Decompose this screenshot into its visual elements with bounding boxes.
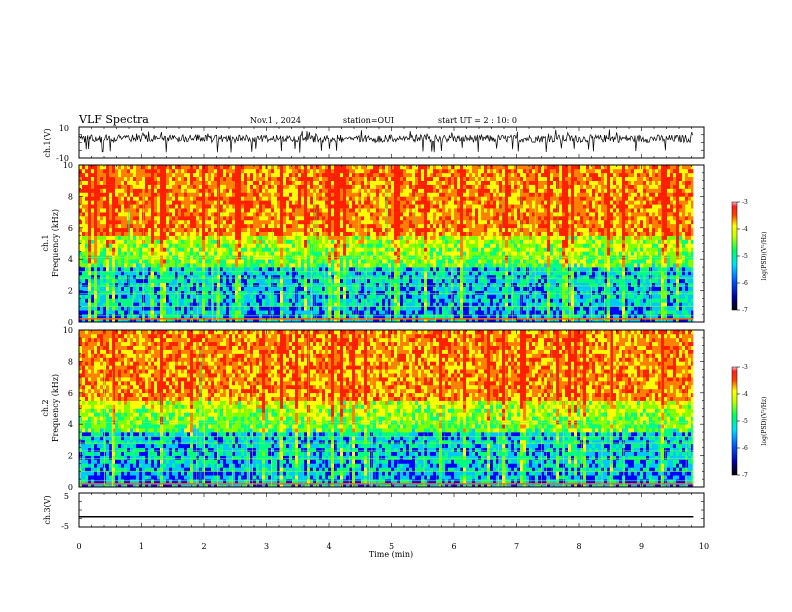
- ch3-waveform-ytick-top: 5: [64, 492, 69, 501]
- x-tick-label: 6: [451, 542, 456, 551]
- ch3-waveform-panel: 5 -5 ch.3(V): [43, 492, 705, 531]
- frequency-tick-label: 10: [63, 326, 73, 335]
- frequency-tick-label: 4: [68, 420, 73, 429]
- x-tick-label: 10: [699, 542, 709, 551]
- x-tick-label: 8: [576, 542, 581, 551]
- frequency-tick-label: 8: [68, 192, 73, 201]
- ch2-spectrogram-ylabel-channel: ch.2: [41, 399, 50, 416]
- colorbar-tick-label: -3: [742, 364, 748, 371]
- figure-title: VLF Spectra: [78, 113, 149, 126]
- frequency-tick-label: 4: [68, 255, 73, 264]
- colorbar-tick-label: -5: [742, 253, 748, 260]
- ch3-waveform-ytick-bottom: -5: [61, 522, 69, 531]
- ch3-waveform-frame: [78, 492, 705, 528]
- colorbar-tick-label: -5: [742, 418, 748, 425]
- ch1-spectrogram-ylabel-frequency: Frequency (kHz): [51, 209, 60, 277]
- frequency-tick-label: 0: [68, 318, 73, 327]
- x-tick-label: 2: [201, 542, 206, 551]
- x-tick-label: 9: [639, 542, 644, 551]
- x-axis-ticks: [78, 126, 705, 528]
- ch1-spectrogram-image: [79, 165, 704, 323]
- x-tick-label: 7: [514, 542, 519, 551]
- x-tick-label: 0: [76, 542, 81, 551]
- colorbar-tick-label: -7: [742, 472, 748, 479]
- ch1-colorbar: [731, 201, 738, 311]
- x-tick-label: 1: [139, 542, 144, 551]
- x-tick-label: 5: [389, 542, 394, 551]
- station-label: station=OUI: [343, 116, 394, 125]
- ch2-spectrogram-ylabel-frequency: Frequency (kHz): [51, 374, 60, 442]
- ch1-waveform-ylabel: ch.1(V): [43, 128, 52, 157]
- frequency-tick-label: 2: [68, 452, 73, 461]
- colorbar-tick-label: -6: [742, 445, 748, 452]
- ch1-waveform-trace: [78, 129, 693, 153]
- frequency-tick-label: 6: [68, 389, 73, 398]
- colorbar-tick-label: -6: [742, 280, 748, 287]
- ch2-colorbar: [731, 366, 738, 476]
- x-axis-tick-labels: 0 1 2 3 4 5 6 7 8 9 10: [76, 542, 709, 551]
- x-tick-label: 3: [264, 542, 269, 551]
- frequency-tick-label: 8: [68, 357, 73, 366]
- ch1-colorbar-label: log(PSD)(V²/Hz): [761, 232, 768, 281]
- ch1-waveform-frame: [78, 126, 705, 159]
- frequency-tick-label: 0: [68, 483, 73, 492]
- ch2-spectrogram-image: [79, 330, 704, 488]
- frequency-tick-label: 10: [63, 161, 73, 170]
- ch1-spectrogram-ylabel-channel: ch.1: [41, 234, 50, 251]
- ch2-colorbar-label: log(PSD)(V²/Hz): [761, 397, 768, 446]
- colorbar-tick-label: -3: [742, 199, 748, 206]
- date-label: Nov.1 , 2024: [250, 116, 301, 125]
- x-tick-label: 4: [326, 542, 331, 551]
- ch1-waveform-ytick-bottom: -10: [56, 154, 69, 163]
- colorbar-tick-label: -4: [742, 391, 748, 398]
- x-axis-label: Time (min): [369, 550, 413, 559]
- start-ut-label: start UT = 2 : 10: 0: [438, 116, 517, 125]
- ch1-waveform-panel: 10 -10 ch.1(V): [43, 124, 705, 163]
- colorbar-tick-label: -4: [742, 226, 748, 233]
- ch3-waveform-ylabel: ch.3(V): [43, 495, 52, 524]
- frequency-tick-label: 2: [68, 287, 73, 296]
- colorbar-tick-label: -7: [742, 307, 748, 314]
- frequency-tick-label: 6: [68, 224, 73, 233]
- ch1-waveform-ytick-top: 10: [59, 124, 69, 133]
